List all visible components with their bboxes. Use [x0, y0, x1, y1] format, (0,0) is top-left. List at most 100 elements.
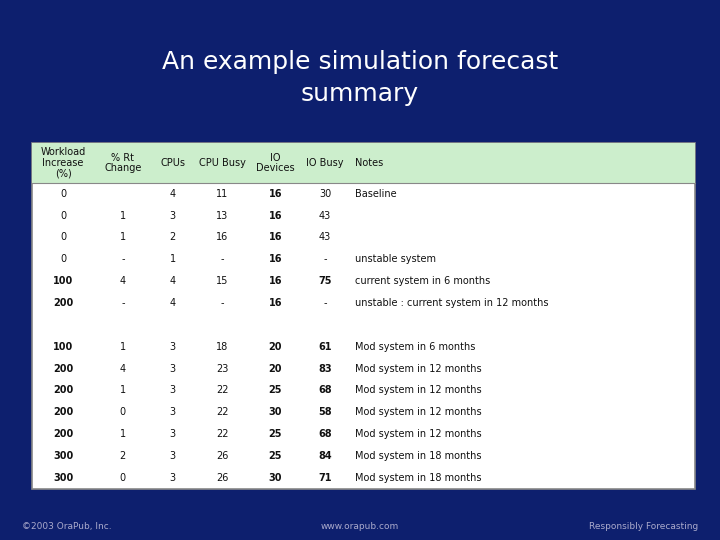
Text: 25: 25	[269, 386, 282, 395]
Text: 4: 4	[120, 276, 126, 286]
Text: 1: 1	[120, 232, 126, 242]
Text: 200: 200	[53, 386, 73, 395]
Text: 22: 22	[216, 429, 228, 439]
Text: Mod system in 18 months: Mod system in 18 months	[355, 451, 482, 461]
Text: 58: 58	[318, 407, 332, 417]
Text: 11: 11	[216, 189, 228, 199]
Text: 200: 200	[53, 429, 73, 439]
Text: Mod system in 12 months: Mod system in 12 months	[355, 363, 482, 374]
Text: 4: 4	[120, 363, 126, 374]
Text: 3: 3	[169, 211, 176, 221]
Text: www.orapub.com: www.orapub.com	[321, 522, 399, 531]
Text: 1: 1	[120, 342, 126, 352]
Text: 30: 30	[269, 473, 282, 483]
Text: 4: 4	[169, 189, 176, 199]
Text: 16: 16	[269, 211, 282, 221]
Text: 0: 0	[60, 189, 66, 199]
Text: 3: 3	[169, 363, 176, 374]
Text: ©2003 OraPub, Inc.: ©2003 OraPub, Inc.	[22, 522, 111, 531]
Text: 16: 16	[269, 189, 282, 199]
Text: 2: 2	[169, 232, 176, 242]
Text: 83: 83	[318, 363, 332, 374]
Text: Mod system in 12 months: Mod system in 12 months	[355, 386, 482, 395]
Text: 1: 1	[169, 254, 176, 264]
Text: IO Busy: IO Busy	[307, 158, 344, 168]
Text: 4: 4	[169, 298, 176, 308]
Text: 3: 3	[169, 407, 176, 417]
Text: 3: 3	[169, 473, 176, 483]
Text: 68: 68	[318, 386, 332, 395]
Text: 100: 100	[53, 276, 73, 286]
Text: 300: 300	[53, 451, 73, 461]
Text: 75: 75	[318, 276, 332, 286]
Text: unstable system: unstable system	[355, 254, 436, 264]
Text: 2: 2	[120, 451, 126, 461]
Text: 61: 61	[318, 342, 332, 352]
Text: 26: 26	[216, 473, 228, 483]
Text: 71: 71	[318, 473, 332, 483]
Text: Mod system in 12 months: Mod system in 12 months	[355, 429, 482, 439]
Text: Responsibly Forecasting: Responsibly Forecasting	[589, 522, 698, 531]
Text: 1: 1	[120, 386, 126, 395]
Text: 16: 16	[269, 254, 282, 264]
Text: 200: 200	[53, 298, 73, 308]
Text: 3: 3	[169, 451, 176, 461]
Text: 16: 16	[269, 276, 282, 286]
Text: -: -	[323, 254, 327, 264]
Text: IO
Devices: IO Devices	[256, 153, 294, 173]
Text: 13: 13	[216, 211, 228, 221]
Text: 100: 100	[53, 342, 73, 352]
Text: CPU Busy: CPU Busy	[199, 158, 246, 168]
Text: 4: 4	[169, 276, 176, 286]
Text: 68: 68	[318, 429, 332, 439]
Text: -: -	[323, 298, 327, 308]
Text: 15: 15	[216, 276, 228, 286]
FancyBboxPatch shape	[32, 143, 695, 183]
Text: Notes: Notes	[355, 158, 384, 168]
Text: 26: 26	[216, 451, 228, 461]
Text: 200: 200	[53, 363, 73, 374]
Text: 3: 3	[169, 386, 176, 395]
Text: CPUs: CPUs	[160, 158, 185, 168]
Text: 16: 16	[216, 232, 228, 242]
Text: 23: 23	[216, 363, 228, 374]
Text: Mod system in 12 months: Mod system in 12 months	[355, 407, 482, 417]
Text: current system in 6 months: current system in 6 months	[355, 276, 490, 286]
Text: -: -	[121, 298, 125, 308]
Text: -: -	[220, 254, 224, 264]
Text: 16: 16	[269, 298, 282, 308]
Text: % Rt
Change: % Rt Change	[104, 153, 142, 173]
Text: Mod system in 18 months: Mod system in 18 months	[355, 473, 482, 483]
Text: 0: 0	[60, 232, 66, 242]
Text: 0: 0	[60, 254, 66, 264]
Text: 25: 25	[269, 429, 282, 439]
Text: 18: 18	[216, 342, 228, 352]
Text: 30: 30	[269, 407, 282, 417]
FancyBboxPatch shape	[32, 143, 695, 489]
Text: 3: 3	[169, 429, 176, 439]
Text: unstable : current system in 12 months: unstable : current system in 12 months	[355, 298, 549, 308]
Text: 20: 20	[269, 363, 282, 374]
Text: Workload
Increase
(%): Workload Increase (%)	[40, 147, 86, 179]
Text: 1: 1	[120, 211, 126, 221]
Text: 3: 3	[169, 342, 176, 352]
Text: 200: 200	[53, 407, 73, 417]
Text: 0: 0	[60, 211, 66, 221]
Text: 300: 300	[53, 473, 73, 483]
Text: 22: 22	[216, 407, 228, 417]
Text: 25: 25	[269, 451, 282, 461]
Text: 20: 20	[269, 342, 282, 352]
Text: An example simulation forecast
summary: An example simulation forecast summary	[162, 51, 558, 106]
Text: 1: 1	[120, 429, 126, 439]
Text: 16: 16	[269, 232, 282, 242]
Text: -: -	[121, 254, 125, 264]
Text: 84: 84	[318, 451, 332, 461]
Text: 0: 0	[120, 473, 126, 483]
Text: 22: 22	[216, 386, 228, 395]
Text: 43: 43	[319, 232, 331, 242]
Text: 30: 30	[319, 189, 331, 199]
Text: 0: 0	[120, 407, 126, 417]
Text: Mod system in 6 months: Mod system in 6 months	[355, 342, 476, 352]
Text: -: -	[220, 298, 224, 308]
Text: 43: 43	[319, 211, 331, 221]
